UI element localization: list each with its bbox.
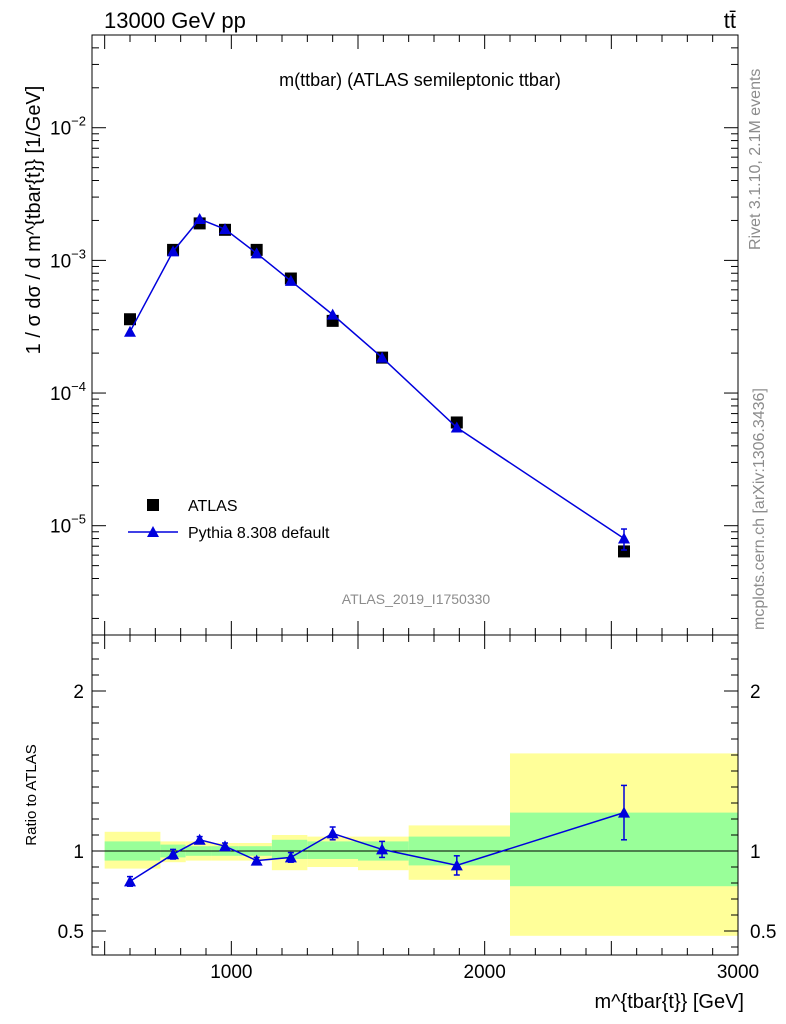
pythia-point [618,532,630,544]
ratio-y-tick-label: 2 [73,682,84,703]
legend-pythia-marker [147,526,159,537]
atlas-point [618,545,630,558]
ratio-y-tick-label-right: 0.5 [750,922,776,943]
ratio-y-tick-label: 1 [73,842,84,863]
ratio-point [284,851,297,863]
ratio-point [193,833,206,845]
header-process: tt̄ [724,8,736,33]
header-energy: 13000 GeV pp [104,8,246,33]
ratio-y-tick-label: 0.5 [58,922,84,943]
main-y-tick-label: 10−5 [50,512,86,538]
x-axis-label: m^{tbar{t}} [GeV] [595,991,744,1013]
plot-title: m(ttbar) (ATLAS semileptonic ttbar) [279,70,561,90]
ratio-bands [104,753,738,936]
main-y-tick-label: 10−3 [50,246,86,272]
ratio-point [124,875,136,887]
ratio-point [450,859,463,871]
ratio-y-axis-label: Ratio to ATLAS [23,744,40,845]
pythia-point [284,274,297,286]
main-y-ticks: 10−5 10−4 10−3 10−2 [50,34,738,619]
ratio-x-ticks: 1000 2000 3000 [104,635,759,983]
ratio-series [124,784,630,887]
ratio-x-tick-label: 3000 [717,962,759,983]
ratio-point [376,843,389,855]
ratio-y-ticks: 0.5 0.5 1 1 2 2 [58,642,776,948]
main-y-tick-label: 10−2 [50,114,86,140]
ratio-point [250,854,263,866]
ratio-panel: 0.5 0.5 1 1 2 2 1000 2000 3000 Ratio to ATLAS m… [23,634,776,1013]
rivet-label: Rivet 3.1.10, 2.1M events [747,69,764,250]
ratio-point [618,806,630,818]
pythia-point [219,223,231,235]
main-y-axis-label: 1 / σ dσ / d m^{tbar{t}} [1/GeV] [23,86,45,355]
main-frame [91,34,739,636]
ratio-line [129,811,625,883]
pythia-point [193,213,206,225]
legend-pythia-label: Pythia 8.308 default [188,525,330,542]
ratio-y-tick-label-right: 1 [750,842,761,863]
pythia-point [250,247,263,259]
pythia-line [129,218,625,540]
main-series [124,213,630,558]
legend-atlas-label: ATLAS [188,498,238,515]
atlas-point [124,313,136,326]
ratio-point [326,827,339,839]
ratio-band-green [307,841,358,859]
analysis-watermark: ATLAS_2019_I1750330 [342,591,491,607]
pythia-point [167,245,180,257]
ratio-y-tick-label-right: 2 [750,682,761,703]
pythia-point [376,351,389,363]
ratio-point [219,840,231,852]
ratio-band-green [271,839,308,859]
main-x-ticks [104,35,739,635]
mcplots-label: mcplots.cern.ch [arXiv:1306.3436] [751,388,768,630]
ratio-frame [91,634,739,956]
pythia-point [326,308,339,320]
legend-atlas-marker [147,499,159,511]
ratio-x-tick-label: 2000 [464,962,506,983]
main-y-tick-label: 10−4 [50,379,86,405]
main-panel: 10−5 10−4 10−3 10−2 m(ttbar) (ATLAS semilep… [23,34,739,636]
legend: ATLAS Pythia 8.308 default [128,498,330,542]
pythia-point [124,325,136,337]
ratio-x-tick-label: 1000 [210,962,252,983]
pythia-point [450,421,463,433]
ratio-point [167,848,180,860]
